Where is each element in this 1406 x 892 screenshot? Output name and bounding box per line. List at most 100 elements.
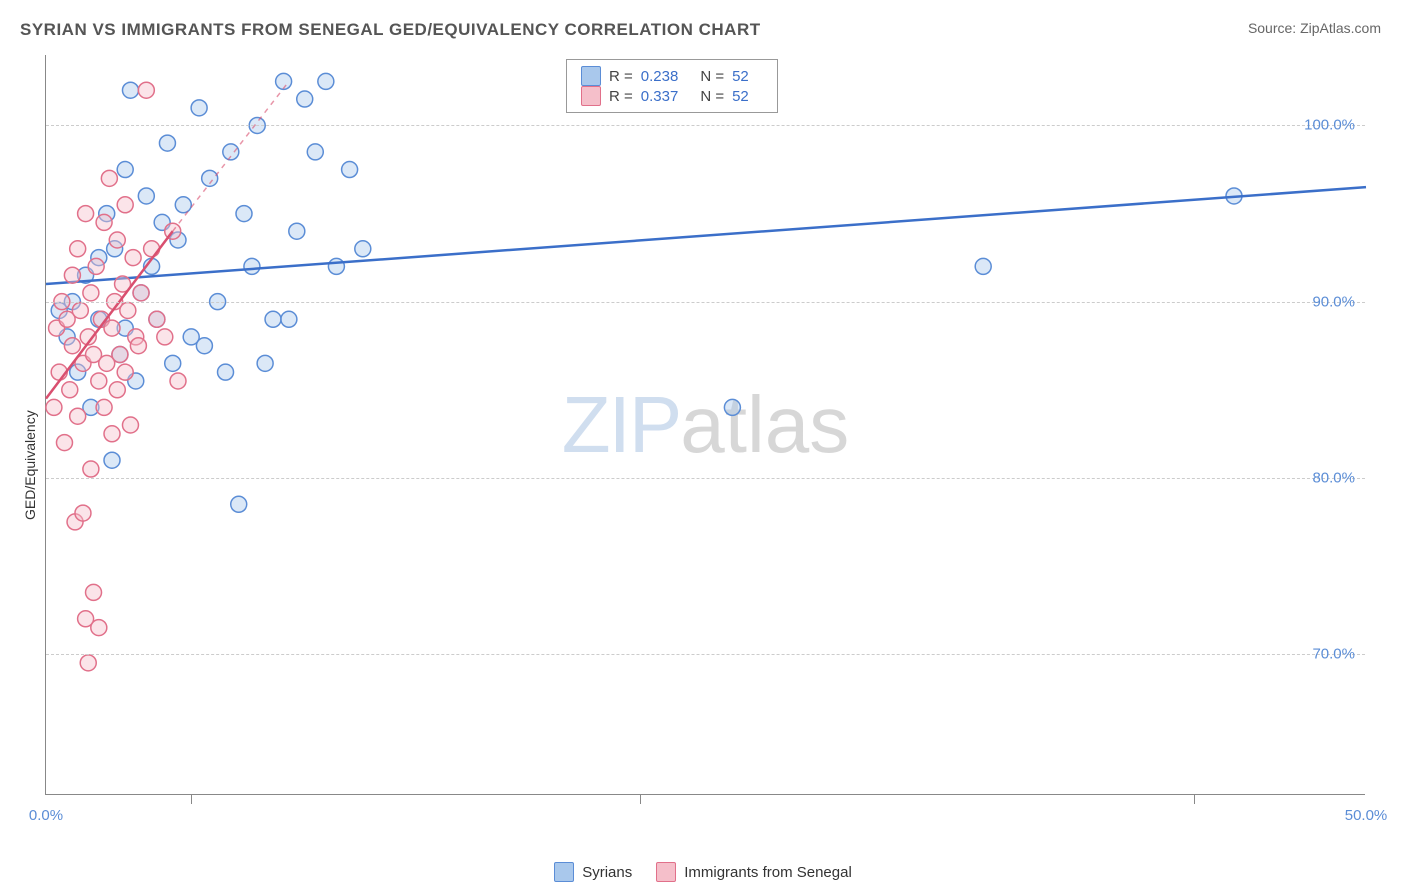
chart-title: SYRIAN VS IMMIGRANTS FROM SENEGAL GED/EQ… [20, 20, 761, 40]
scatter-point [175, 197, 191, 213]
scatter-point [328, 258, 344, 274]
scatter-point [78, 206, 94, 222]
stats-legend: R = 0.238 N = 52 R = 0.337 N = 52 [566, 59, 778, 113]
scatter-point [355, 241, 371, 257]
legend-row: R = 0.238 N = 52 [581, 66, 763, 86]
y-tick-label: 70.0% [1312, 646, 1355, 663]
scatter-point [257, 355, 273, 371]
x-tick-label: 0.0% [29, 807, 63, 824]
scatter-point [64, 267, 80, 283]
scatter-point [138, 82, 154, 98]
legend-item: Syrians [554, 862, 632, 882]
scatter-point [149, 311, 165, 327]
legend-swatch [581, 66, 601, 86]
y-axis-label: GED/Equivalency [22, 410, 38, 520]
scatter-point [72, 302, 88, 318]
scatter-point [218, 364, 234, 380]
scatter-point [96, 214, 112, 230]
scatter-point [64, 338, 80, 354]
r-value: 0.238 [641, 68, 679, 85]
scatter-point [96, 399, 112, 415]
x-tick [191, 794, 192, 804]
scatter-point [159, 135, 175, 151]
scatter-point [196, 338, 212, 354]
legend-label: Syrians [582, 864, 632, 881]
scatter-point [117, 197, 133, 213]
trend-line [46, 187, 1366, 284]
x-tick-label: 50.0% [1345, 807, 1388, 824]
scatter-point [83, 285, 99, 301]
x-tick [640, 794, 641, 804]
scatter-point [104, 452, 120, 468]
n-value: 52 [732, 88, 749, 105]
scatter-point [130, 338, 146, 354]
scatter-point [975, 258, 991, 274]
scatter-point [117, 162, 133, 178]
y-tick-label: 80.0% [1312, 469, 1355, 486]
chart-svg [46, 55, 1365, 794]
legend-row: R = 0.337 N = 52 [581, 86, 763, 106]
chart-container: SYRIAN VS IMMIGRANTS FROM SENEGAL GED/EQ… [0, 0, 1406, 892]
scatter-point [83, 461, 99, 477]
scatter-point [231, 496, 247, 512]
x-tick [1194, 794, 1195, 804]
scatter-point [91, 373, 107, 389]
gridline [46, 478, 1365, 479]
scatter-point [80, 655, 96, 671]
n-label: N = [700, 88, 724, 105]
scatter-point [289, 223, 305, 239]
gridline [46, 125, 1365, 126]
y-tick-label: 100.0% [1304, 117, 1355, 134]
scatter-point [144, 241, 160, 257]
legend-swatch [581, 86, 601, 106]
scatter-point [86, 584, 102, 600]
scatter-point [112, 347, 128, 363]
scatter-point [244, 258, 260, 274]
scatter-point [165, 355, 181, 371]
r-label: R = [609, 68, 633, 85]
scatter-point [70, 408, 86, 424]
scatter-point [109, 382, 125, 398]
scatter-point [265, 311, 281, 327]
gridline [46, 302, 1365, 303]
scatter-point [170, 373, 186, 389]
scatter-point [88, 258, 104, 274]
scatter-point [104, 426, 120, 442]
scatter-point [138, 188, 154, 204]
scatter-point [281, 311, 297, 327]
scatter-point [157, 329, 173, 345]
gridline [46, 654, 1365, 655]
scatter-point [117, 364, 133, 380]
source-label: Source: ZipAtlas.com [1248, 20, 1381, 36]
legend-item: Immigrants from Senegal [656, 862, 852, 882]
scatter-point [724, 399, 740, 415]
scatter-point [307, 144, 323, 160]
r-label: R = [609, 88, 633, 105]
scatter-point [109, 232, 125, 248]
scatter-point [70, 241, 86, 257]
scatter-point [318, 73, 334, 89]
scatter-point [101, 170, 117, 186]
scatter-point [120, 302, 136, 318]
series-legend: Syrians Immigrants from Senegal [0, 862, 1406, 882]
plot-area: ZIPatlas R =0.238N =52R =0.337N =52 70.0… [45, 55, 1365, 795]
scatter-point [122, 82, 138, 98]
scatter-point [91, 620, 107, 636]
scatter-point [342, 162, 358, 178]
scatter-point [104, 320, 120, 336]
legend-swatch [656, 862, 676, 882]
scatter-point [125, 250, 141, 266]
legend-label: Immigrants from Senegal [684, 864, 852, 881]
scatter-point [75, 505, 91, 521]
scatter-point [202, 170, 218, 186]
scatter-point [62, 382, 78, 398]
y-tick-label: 90.0% [1312, 293, 1355, 310]
scatter-point [56, 435, 72, 451]
scatter-point [46, 399, 62, 415]
legend-swatch [554, 862, 574, 882]
n-value: 52 [732, 68, 749, 85]
r-value: 0.337 [641, 88, 679, 105]
scatter-point [122, 417, 138, 433]
scatter-point [236, 206, 252, 222]
n-label: N = [700, 68, 724, 85]
